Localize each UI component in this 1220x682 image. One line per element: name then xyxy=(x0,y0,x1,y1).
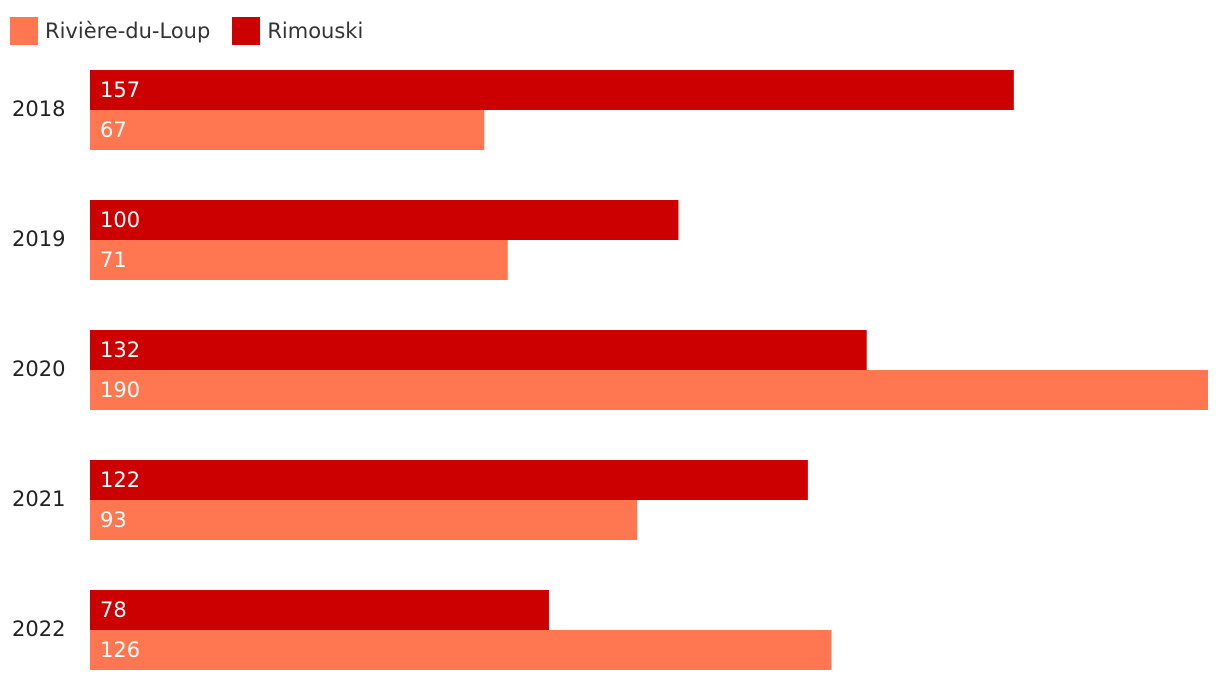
bar-rivi-re-du-loup-2021[interactable] xyxy=(90,500,638,540)
legend-item-riviere-du-loup[interactable]: Rivière-du-Loup xyxy=(10,17,210,45)
bar-rivi-re-du-loup-2019[interactable] xyxy=(90,240,508,280)
legend-swatch-rimouski xyxy=(232,17,261,45)
data-label-rivi-re-du-loup-2022: 126 xyxy=(100,638,140,662)
legend-swatch-riviere-du-loup xyxy=(10,17,38,45)
legend-item-rimouski[interactable]: Rimouski xyxy=(232,17,363,45)
bar-rivi-re-du-loup-2018[interactable] xyxy=(90,110,485,150)
bar-rimouski-2018[interactable] xyxy=(90,70,1014,110)
bar-rimouski-2019[interactable] xyxy=(90,200,679,240)
data-label-rivi-re-du-loup-2018: 67 xyxy=(100,118,127,142)
legend: Rivière-du-Loup Rimouski xyxy=(10,16,385,46)
legend-label-riviere-du-loup: Rivière-du-Loup xyxy=(45,19,211,43)
data-label-rivi-re-du-loup-2020: 190 xyxy=(100,378,140,402)
category-label-2019: 2019 xyxy=(12,227,65,251)
bar-rivi-re-du-loup-2020[interactable] xyxy=(90,370,1208,410)
bar-rimouski-2022[interactable] xyxy=(90,590,549,630)
data-label-rimouski-2021: 122 xyxy=(100,468,140,492)
category-label-2018: 2018 xyxy=(12,97,65,121)
category-label-2022: 2022 xyxy=(12,617,65,641)
data-label-rimouski-2019: 100 xyxy=(100,208,140,232)
data-label-rimouski-2020: 132 xyxy=(100,338,140,362)
category-label-2021: 2021 xyxy=(12,487,65,511)
data-label-rimouski-2018: 157 xyxy=(100,78,140,102)
category-label-2020: 2020 xyxy=(12,357,65,381)
bar-rivi-re-du-loup-2022[interactable] xyxy=(90,630,832,670)
data-label-rivi-re-du-loup-2021: 93 xyxy=(100,508,127,532)
data-label-rimouski-2022: 78 xyxy=(100,598,127,622)
bar-rimouski-2021[interactable] xyxy=(90,460,808,500)
legend-label-rimouski: Rimouski xyxy=(267,19,364,43)
bar-rimouski-2020[interactable] xyxy=(90,330,867,370)
data-label-rivi-re-du-loup-2019: 71 xyxy=(100,248,127,272)
